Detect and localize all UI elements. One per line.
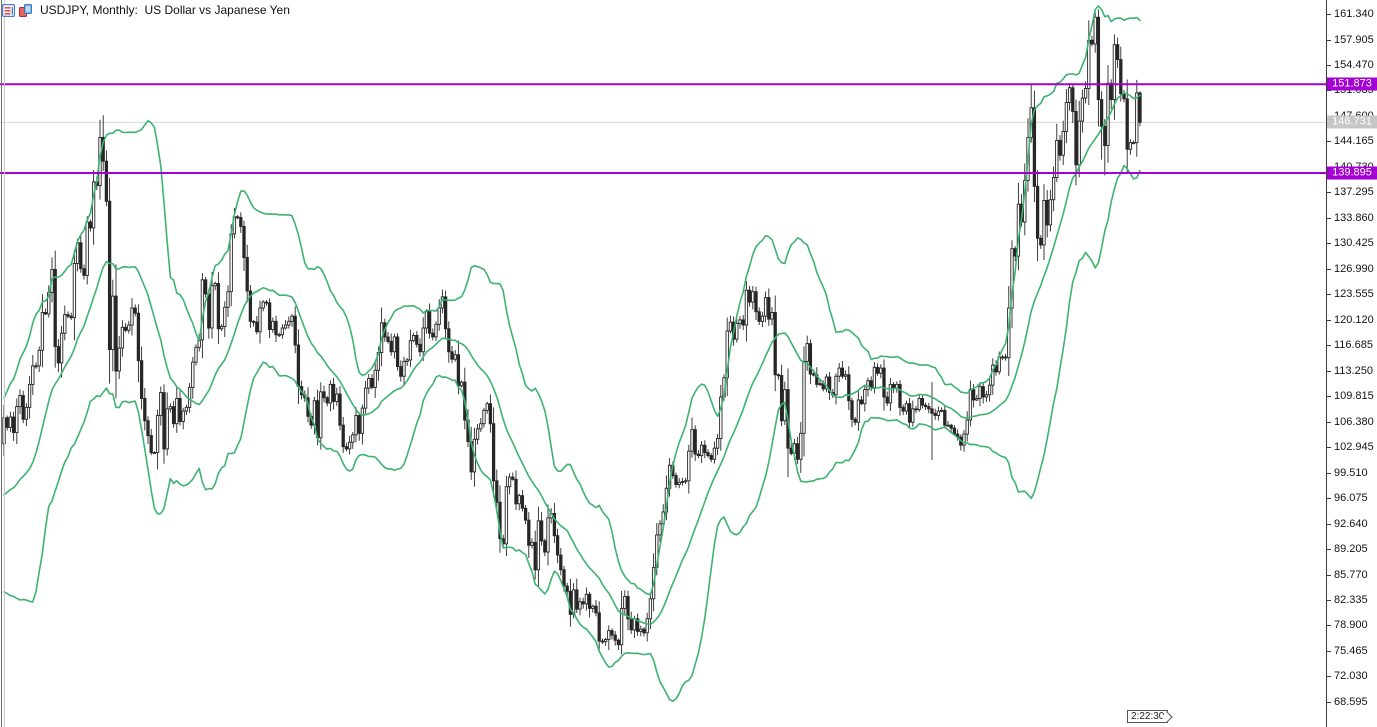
window-left-border	[1, 0, 5, 727]
axis-tick-label: 120.120	[1334, 313, 1374, 326]
axis-tick-mark	[1327, 676, 1331, 678]
axis-tick-label: 102.945	[1334, 441, 1374, 454]
axis-tick-mark	[1327, 600, 1331, 601]
axis-tick-mark	[1327, 294, 1331, 296]
axis-tick-label: 75.465	[1334, 644, 1368, 657]
axis-tick-mark	[1327, 498, 1331, 500]
axis-tick-mark	[1327, 65, 1331, 66]
bar-close-countdown: 2:22:30	[1127, 710, 1169, 723]
axis-tick-label: 157.905	[1334, 33, 1374, 46]
axis-tick-mark	[1327, 625, 1331, 627]
axis-tick-mark	[1327, 141, 1331, 143]
bollinger-middle-band	[3, 92, 1141, 626]
axis-tick-mark	[1327, 217, 1331, 219]
axis-tick-mark	[1327, 192, 1331, 194]
axis-tick-label: 130.425	[1334, 237, 1374, 250]
axis-tick-mark	[1327, 319, 1331, 321]
axis-tick-label: 116.685	[1334, 339, 1373, 352]
axis-tick-mark	[1327, 701, 1331, 703]
axis-tick-label: 89.205	[1334, 543, 1368, 555]
axis-tick-label: 113.250	[1334, 364, 1373, 377]
axis-tick-label: 109.815	[1334, 390, 1374, 403]
axis-tick-label: 106.380	[1334, 415, 1374, 428]
axis-tick-mark	[1327, 472, 1331, 474]
axis-tick-mark	[1327, 345, 1331, 347]
axis-tick-label: 161.340	[1334, 8, 1374, 20]
chart-title: USDJPY, Monthly: US Dollar vs Japanese Y…	[40, 3, 290, 17]
chart-pages-icon[interactable]	[19, 3, 32, 17]
axis-tick-label: 144.165	[1334, 135, 1374, 148]
axis-tick-mark	[1327, 14, 1331, 15]
current-price-badge: 146.731	[1327, 115, 1377, 129]
axis-tick-label: 72.030	[1334, 670, 1368, 683]
axis-tick-label: 126.990	[1334, 262, 1374, 275]
bollinger-upper-band	[3, 5, 1141, 596]
price-axis[interactable]: 161.340157.905154.470151.035147.600144.1…	[1326, 0, 1377, 727]
axis-tick-mark	[1327, 574, 1331, 576]
axis-tick-label: 78.900	[1334, 619, 1368, 632]
axis-tick-mark	[1327, 549, 1331, 550]
axis-tick-mark	[1327, 268, 1331, 270]
axis-tick-mark	[1327, 370, 1331, 372]
axis-tick-label: 96.075	[1334, 492, 1368, 505]
axis-tick-mark	[1327, 243, 1331, 245]
chart-title-bar: USDJPY, Monthly: US Dollar vs Japanese Y…	[2, 2, 290, 18]
axis-tick-mark	[1327, 90, 1331, 92]
axis-tick-mark	[1327, 421, 1331, 423]
axis-tick-label: 92.640	[1334, 517, 1368, 530]
support-price-badge: 139.895	[1327, 166, 1377, 180]
resistance-price-badge: 151.873	[1327, 77, 1377, 91]
axis-tick-label: 123.555	[1334, 288, 1374, 301]
axis-tick-mark	[1327, 523, 1331, 525]
axis-tick-label: 133.860	[1334, 211, 1374, 224]
axis-tick-label: 85.770	[1334, 568, 1368, 581]
axis-tick-label: 82.335	[1334, 594, 1368, 606]
chart-canvas[interactable]	[0, 0, 1326, 727]
axis-tick-mark	[1327, 447, 1331, 449]
axis-tick-mark	[1327, 650, 1331, 652]
axis-tick-label: 137.295	[1334, 186, 1374, 199]
bollinger-lower-band	[3, 164, 1141, 703]
axis-tick-label: 154.470	[1334, 59, 1374, 71]
market-watch-icon[interactable]	[2, 3, 15, 17]
axis-tick-label: 68.595	[1334, 695, 1368, 708]
axis-tick-mark	[1327, 39, 1331, 41]
axis-tick-mark	[1327, 396, 1331, 398]
axis-tick-label: 99.510	[1334, 466, 1368, 479]
